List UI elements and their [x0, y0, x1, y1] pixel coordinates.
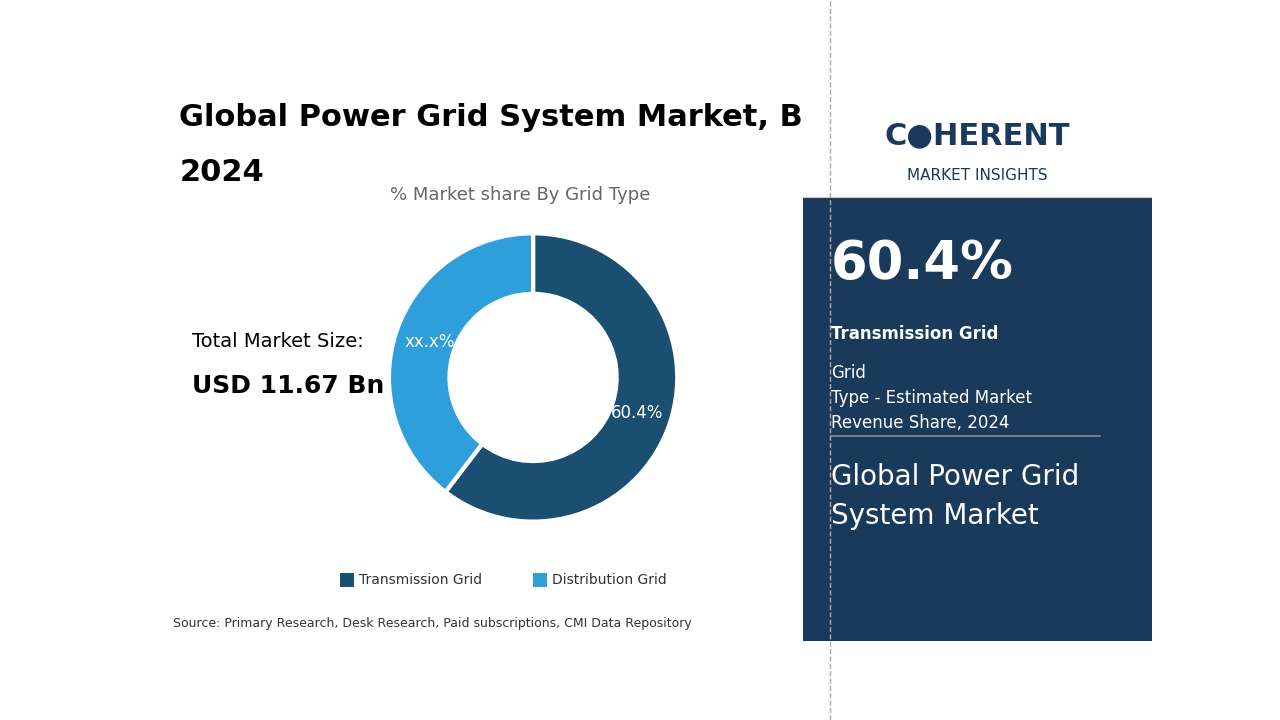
Text: 2024: 2024: [179, 158, 264, 187]
Text: Transmission Grid: Transmission Grid: [831, 325, 998, 343]
Text: 60.4%: 60.4%: [831, 238, 1014, 290]
Text: Distribution Grid: Distribution Grid: [553, 573, 667, 587]
Text: MARKET INSIGHTS: MARKET INSIGHTS: [908, 168, 1048, 183]
Bar: [340, 572, 355, 587]
Text: Global Power Grid System Market, By Grid Type,: Global Power Grid System Market, By Grid…: [179, 103, 1007, 132]
Text: C●HERENT: C●HERENT: [884, 122, 1070, 150]
Text: Transmission Grid: Transmission Grid: [360, 573, 483, 587]
Text: Grid
Type - Estimated Market
Revenue Share, 2024: Grid Type - Estimated Market Revenue Sha…: [831, 364, 1032, 431]
Bar: [532, 572, 548, 587]
FancyBboxPatch shape: [804, 86, 1152, 641]
Text: Total Market Size:: Total Market Size:: [192, 332, 364, 351]
Text: % Market share By Grid Type: % Market share By Grid Type: [390, 186, 650, 204]
Text: Global Power Grid
System Market: Global Power Grid System Market: [831, 464, 1079, 531]
Text: Source: Primary Research, Desk Research, Paid subscriptions, CMI Data Repository: Source: Primary Research, Desk Research,…: [173, 617, 691, 630]
Text: USD 11.67 Bn: USD 11.67 Bn: [192, 374, 384, 397]
FancyBboxPatch shape: [804, 86, 1152, 197]
